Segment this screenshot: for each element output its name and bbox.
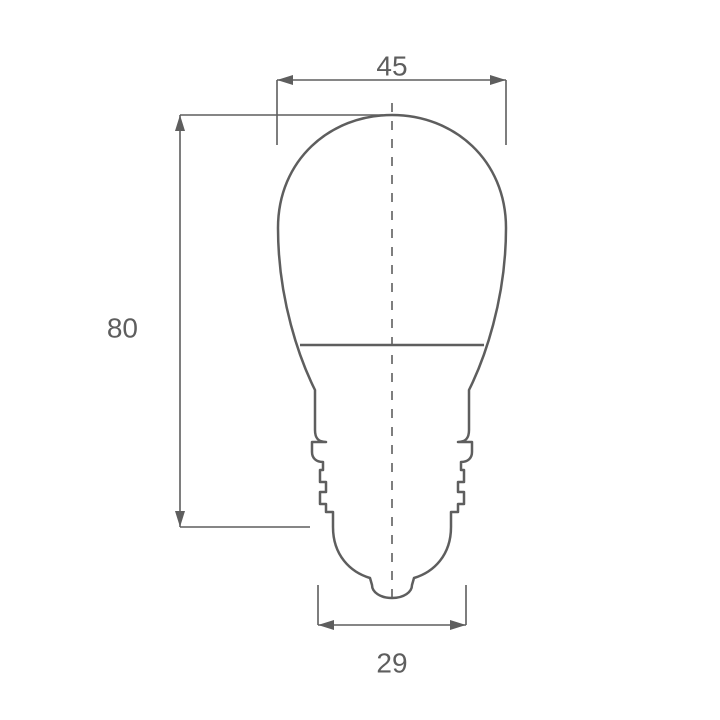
dim-label-top: 45	[376, 50, 407, 81]
arrowhead	[277, 75, 293, 85]
arrowhead	[175, 511, 185, 527]
arrowhead	[490, 75, 506, 85]
arrowhead	[450, 620, 466, 630]
dim-label-bottom: 29	[376, 647, 407, 678]
dim-label-left: 80	[107, 312, 138, 343]
arrowhead	[318, 620, 334, 630]
arrowhead	[175, 115, 185, 131]
technical-drawing: 45 80 29	[0, 0, 720, 720]
